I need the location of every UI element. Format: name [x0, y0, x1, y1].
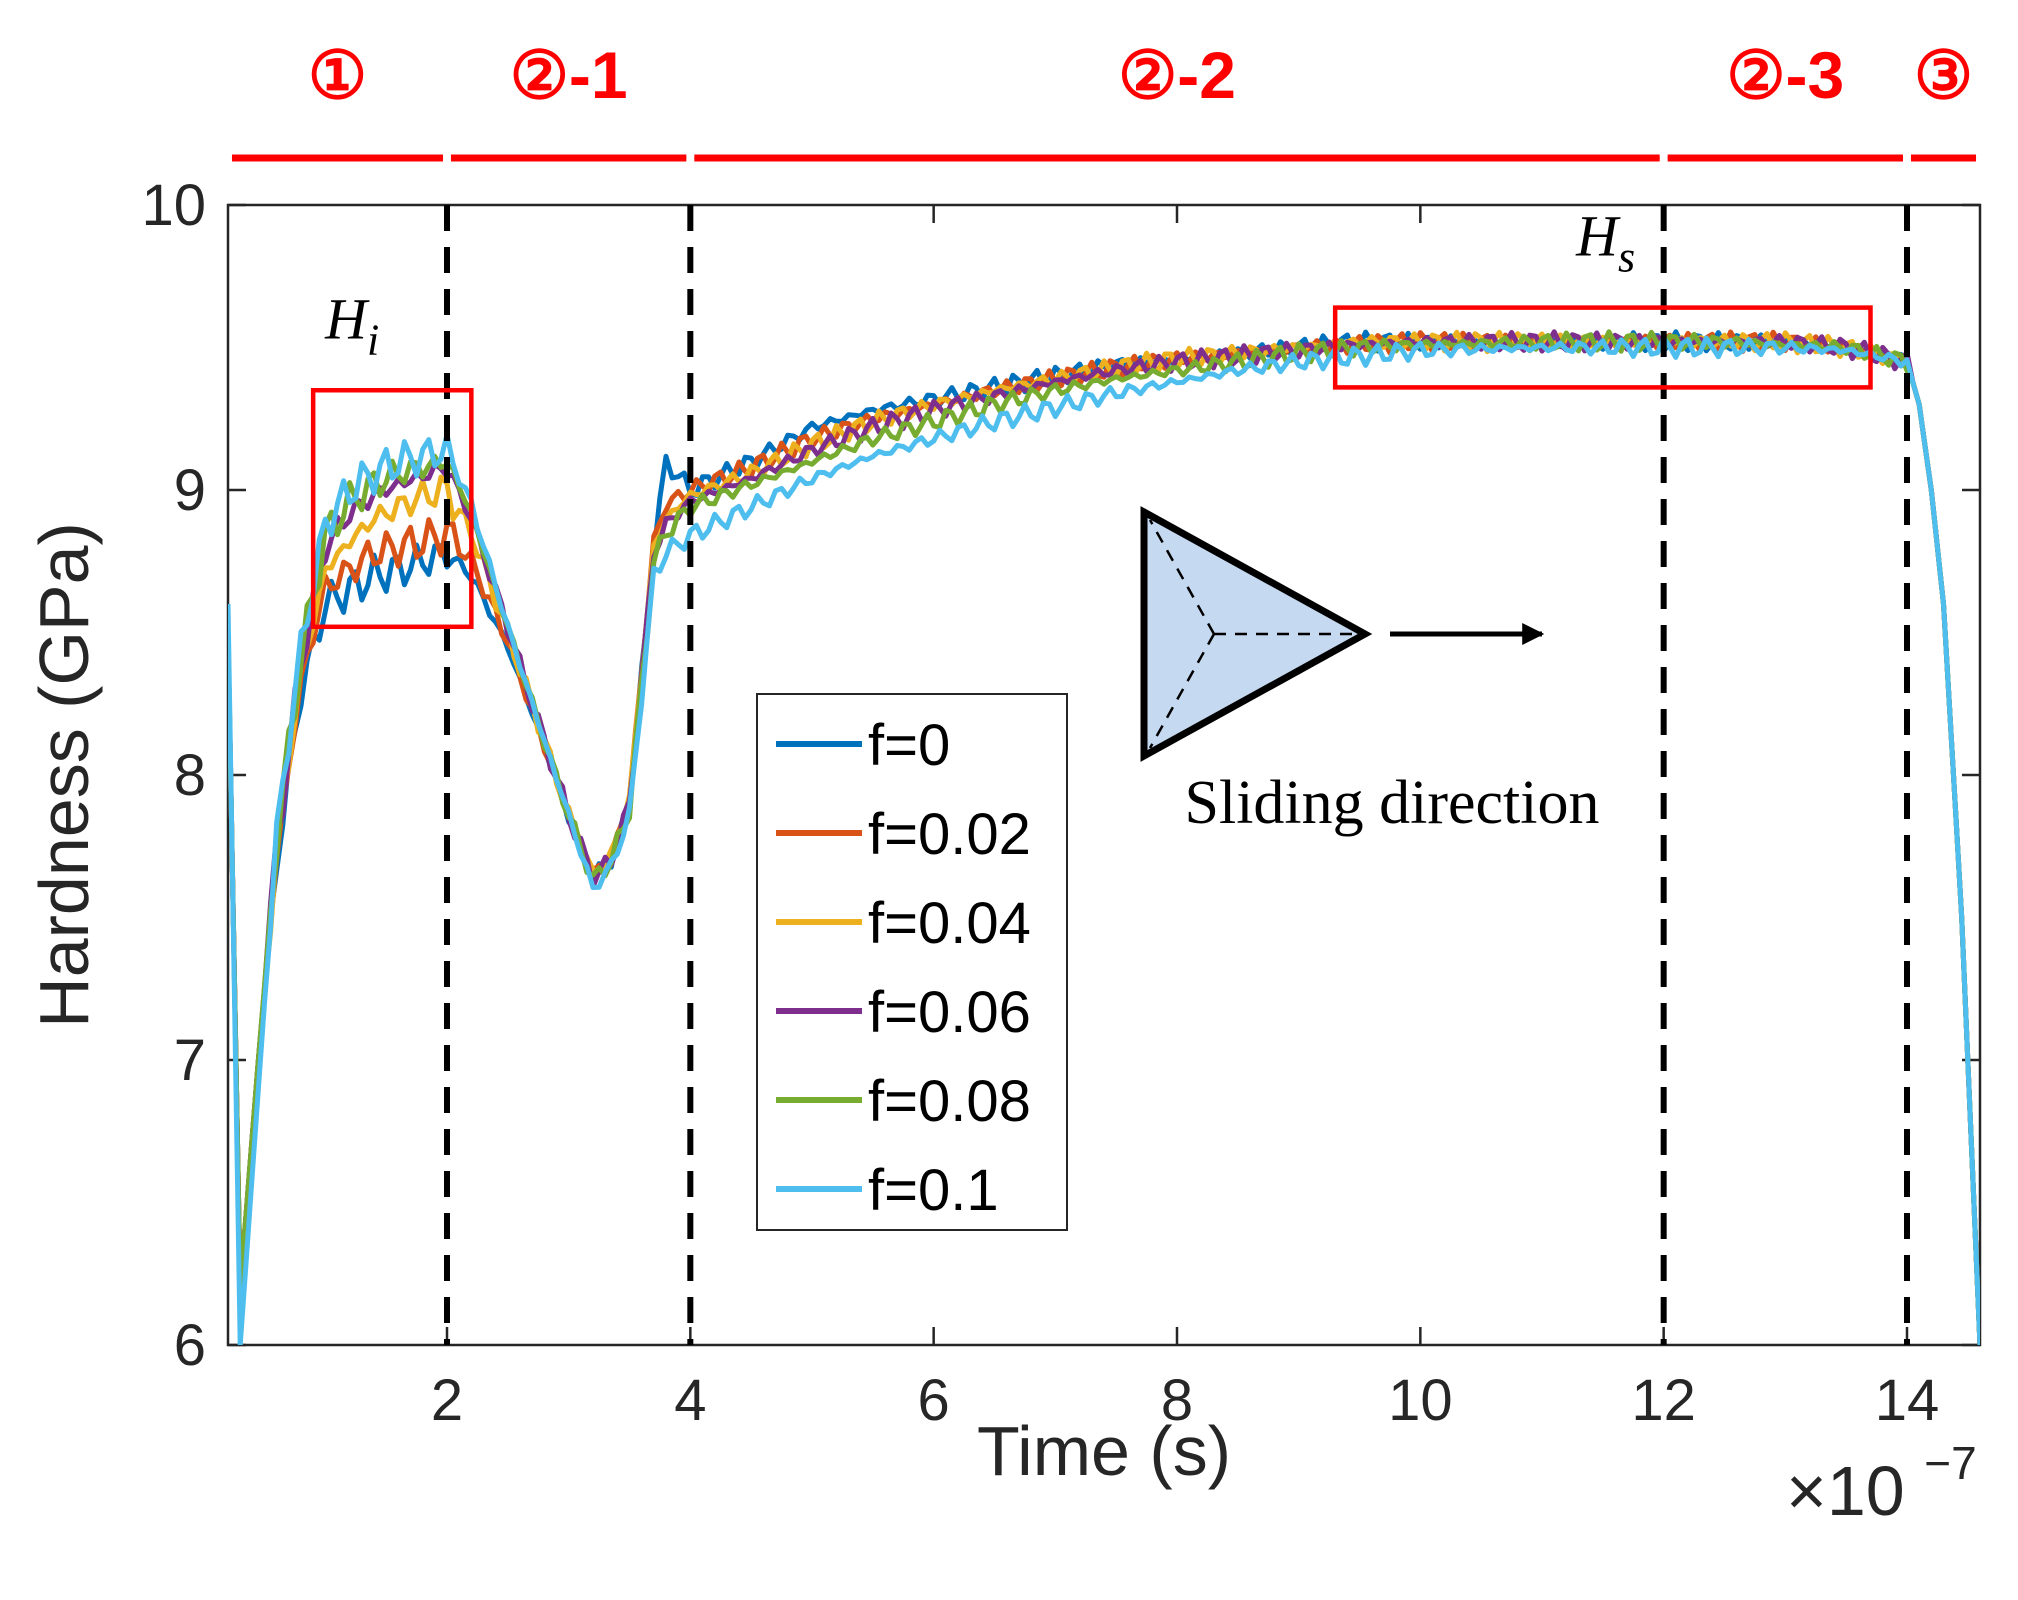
sliding-direction-label: Sliding direction — [1184, 769, 1599, 837]
x-multiplier: ×10 −7 — [1786, 1437, 1977, 1530]
y-tick-label: 9 — [174, 458, 206, 523]
label-base: H — [1575, 204, 1621, 269]
phase-label: ③ — [1914, 38, 1973, 112]
label-subscript: i — [367, 315, 379, 364]
y-axis-title: Hardness (GPa) — [25, 522, 103, 1028]
y-tick-label: 6 — [174, 1313, 206, 1378]
phase-label: ②-1 — [510, 38, 628, 112]
data-series — [228, 329, 1980, 1345]
phase-label: ②-3 — [1726, 38, 1844, 112]
legend-label: f=0 — [868, 713, 950, 778]
highlight-box-Hi — [310, 388, 474, 630]
legend: f=0 f=0.02 f=0.04 f=0.06 f=0.08 f=0.1 — [756, 693, 1068, 1231]
phase-annotations: ① ②-1 ②-2 ②-3 ③ — [231, 38, 1977, 162]
y-tick-label: 8 — [174, 743, 206, 808]
highlight-box-Hs — [1332, 305, 1873, 390]
x-multiplier-exponent: −7 — [1924, 1437, 1976, 1489]
x-tick-label: 4 — [674, 1368, 706, 1433]
phase-label: ②-2 — [1118, 38, 1236, 112]
series-line-f=0.1 — [228, 335, 1980, 1345]
phase-boundaries — [444, 205, 1910, 1345]
x-tick-label: 6 — [918, 1368, 950, 1433]
legend-label: f=0.06 — [868, 980, 1031, 1045]
axis-ticks: 2 4 6 8 10 12 14 6 7 8 9 10 — [141, 173, 1980, 1433]
legend-label: f=0.1 — [868, 1158, 999, 1223]
legend-label: f=0.08 — [868, 1069, 1031, 1134]
indenter-triangle-icon — [1140, 506, 1373, 762]
phase-label: ① — [308, 38, 367, 112]
x-axis-title: Time (s) — [977, 1412, 1231, 1490]
highlight-label-Hs: Hs — [1575, 204, 1635, 282]
legend-box — [756, 693, 1068, 1231]
highlight-label-Hi: Hi — [324, 286, 379, 364]
x-tick-label: 10 — [1388, 1368, 1453, 1433]
x-tick-label: 2 — [431, 1368, 463, 1433]
x-tick-label: 14 — [1875, 1368, 1940, 1433]
x-tick-label: 12 — [1631, 1368, 1696, 1433]
label-base: H — [324, 286, 370, 351]
indenter-edges — [1148, 519, 1365, 749]
legend-label: f=0.02 — [868, 802, 1031, 867]
y-tick-label: 7 — [174, 1028, 206, 1093]
x-multiplier-base: ×10 — [1786, 1452, 1905, 1530]
label-subscript: s — [1618, 233, 1635, 282]
legend-label: f=0.04 — [868, 891, 1031, 956]
x-tick-label: 8 — [1161, 1368, 1193, 1433]
y-tick-label: 10 — [141, 173, 206, 238]
indenter-schematic: Sliding direction — [1140, 506, 1600, 837]
